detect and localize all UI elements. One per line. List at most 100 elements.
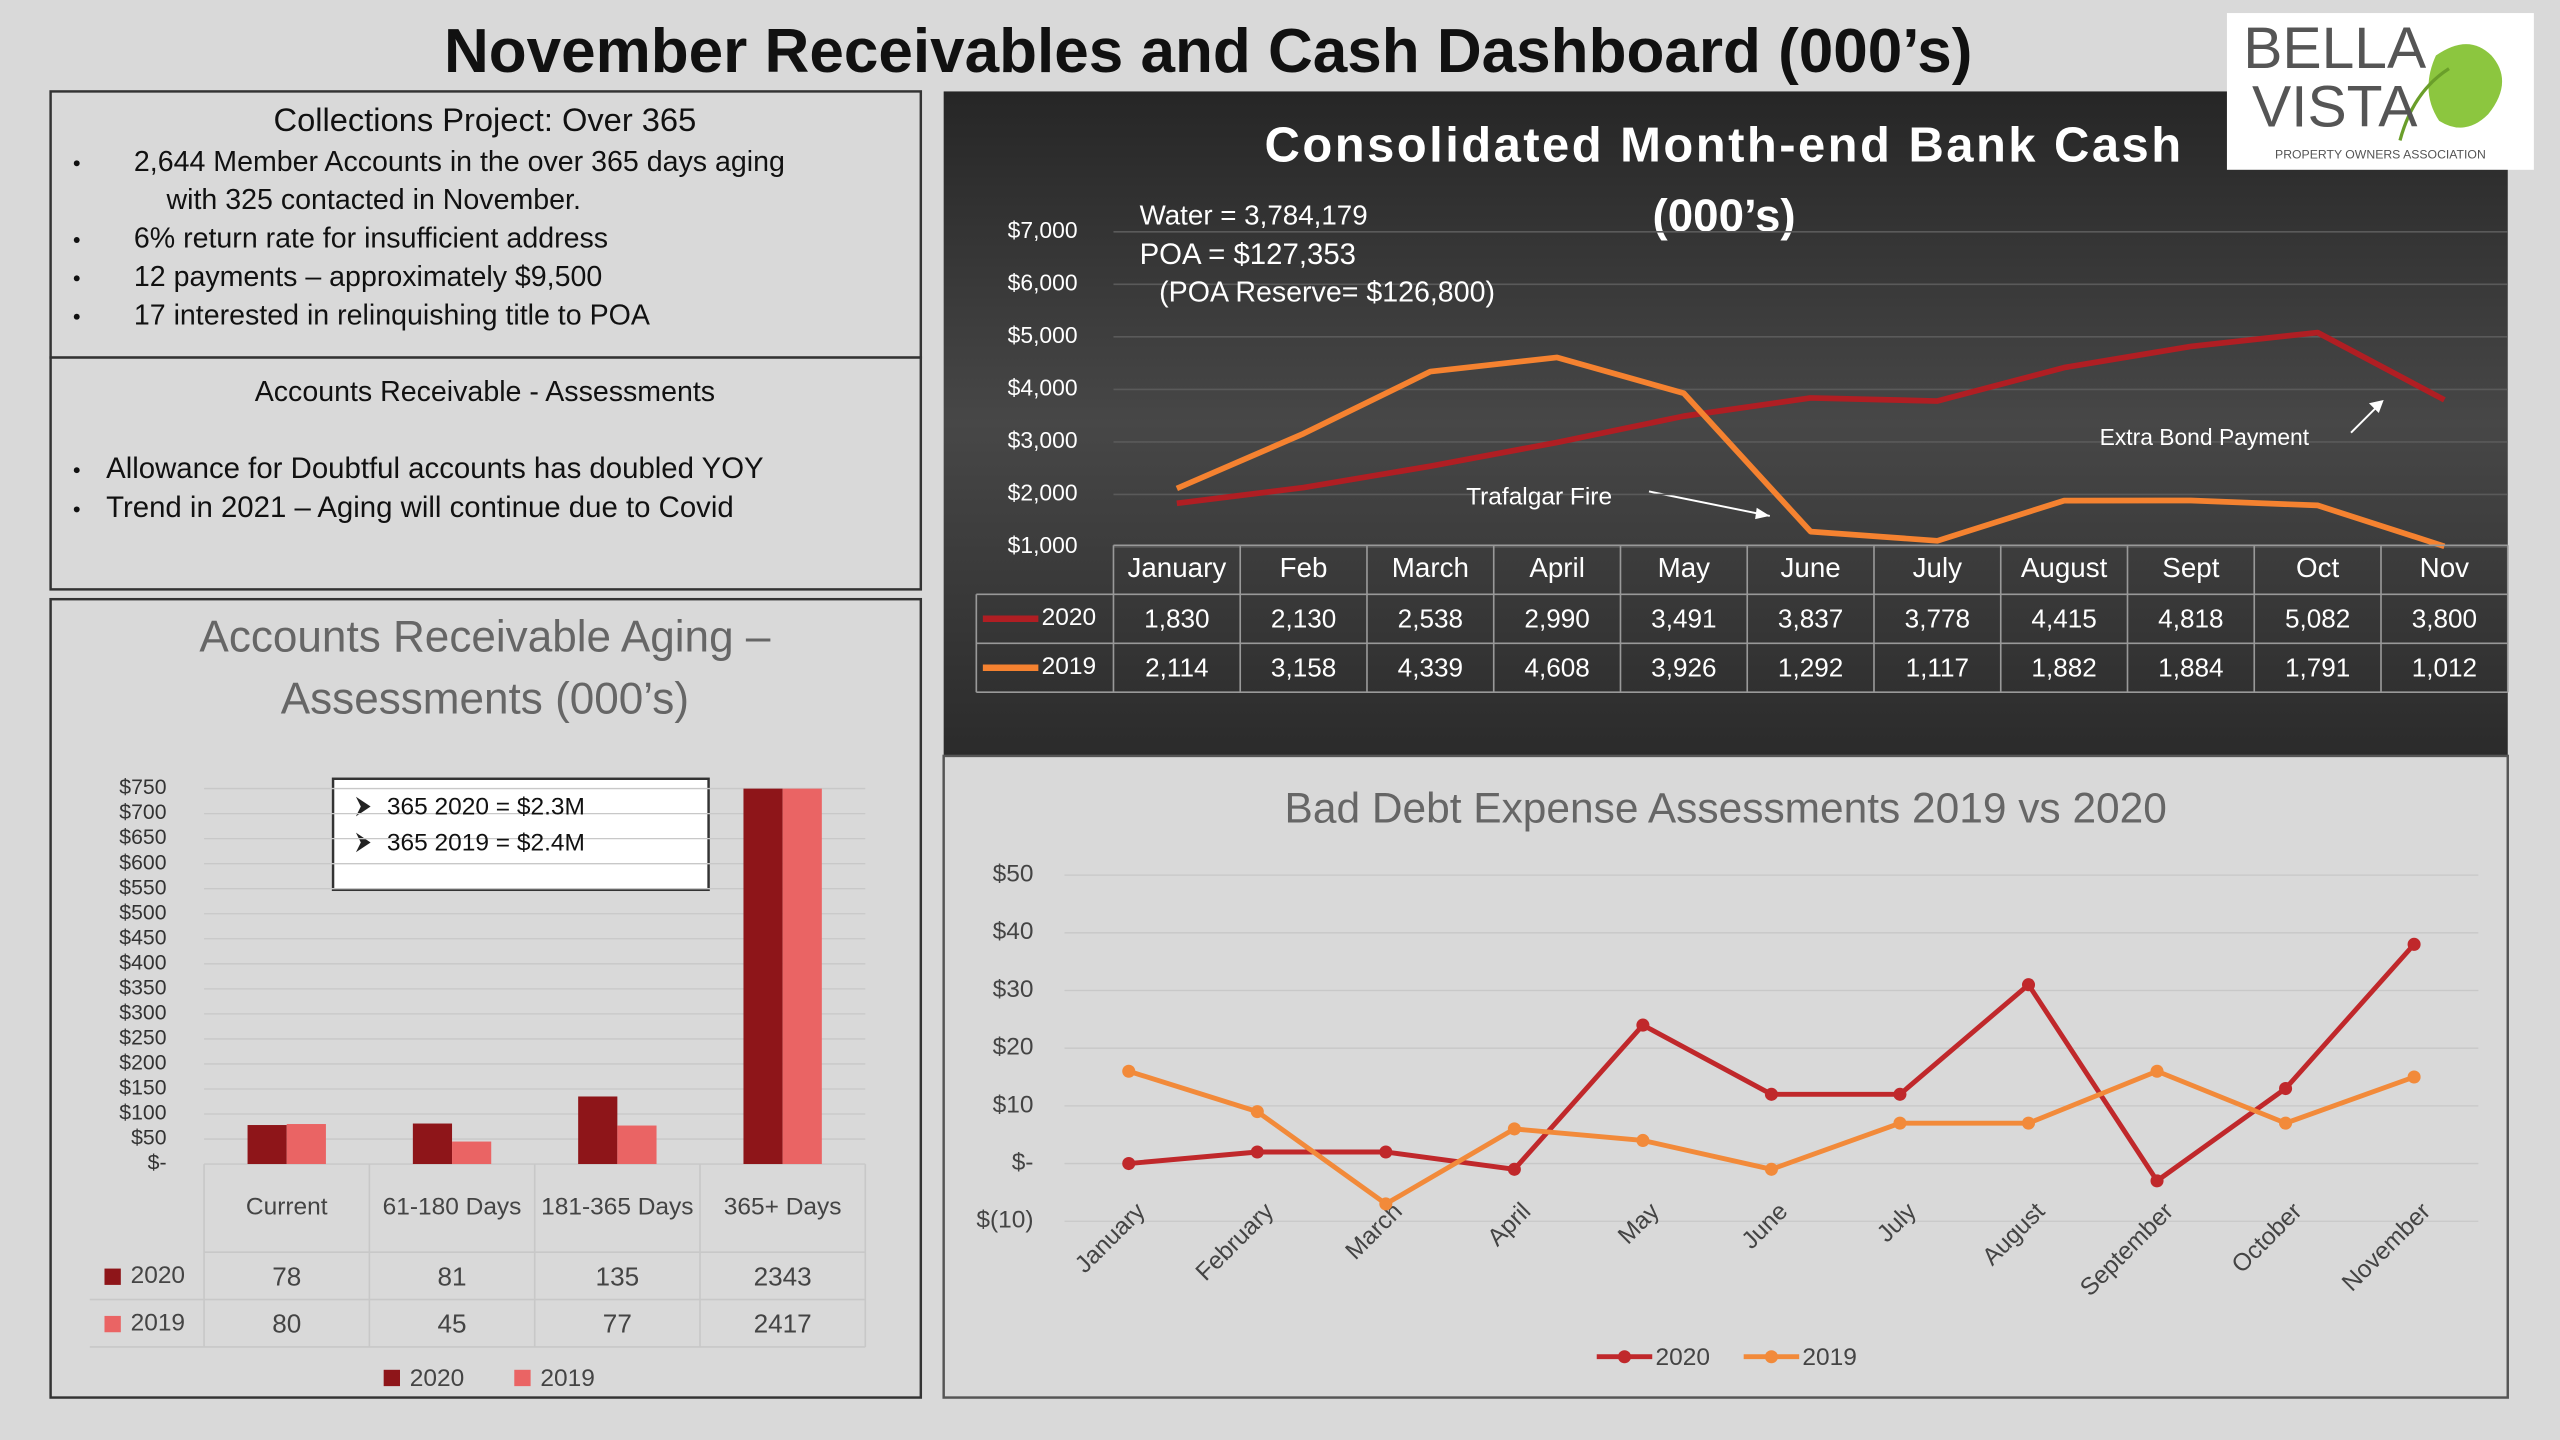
table-value: 3,491 xyxy=(1651,603,1716,633)
point xyxy=(1379,1145,1393,1159)
point xyxy=(2407,1070,2421,1084)
bullet-arrow xyxy=(355,832,371,853)
table-value: 4,415 xyxy=(2031,603,2096,633)
arrow-head xyxy=(1755,507,1770,520)
bullet xyxy=(73,275,80,282)
annotation: POA = $127,353 xyxy=(1140,238,1356,271)
bullet-text: 6% return rate for insufficient address xyxy=(134,223,608,255)
bar xyxy=(617,1125,657,1165)
logo-leaf xyxy=(2428,44,2503,128)
collections-panel xyxy=(49,90,923,359)
bar xyxy=(286,1124,326,1165)
point xyxy=(1636,1133,1650,1147)
table-value: 5,082 xyxy=(2285,603,2350,633)
point xyxy=(1764,1162,1778,1176)
x-tick-label: 181-365 Days xyxy=(541,1194,693,1221)
x-tick-label: Oct xyxy=(2296,552,2339,583)
y-tick-label: $20 xyxy=(993,1034,1034,1061)
table-value: 1,884 xyxy=(2158,652,2223,682)
x-tick-label: August xyxy=(2021,552,2108,583)
y-tick-label: $50 xyxy=(993,861,1034,888)
point xyxy=(1764,1087,1778,1101)
bullet xyxy=(73,467,80,474)
bullet-arrow xyxy=(355,796,371,817)
x-tick-label: March xyxy=(1392,552,1469,583)
table-value: 3,158 xyxy=(1271,652,1336,682)
x-tick-label: May xyxy=(1658,552,1711,583)
table-value: 2,114 xyxy=(1145,652,1208,682)
annotation: 365 2020 = $2.3M xyxy=(387,794,585,821)
baddebt-panel xyxy=(942,754,2509,1399)
logo-text: VISTA xyxy=(2252,75,2418,140)
y-tick-label: $30 xyxy=(993,976,1034,1003)
y-tick-label: $700 xyxy=(119,801,166,824)
page-title: November Receivables and Cash Dashboard … xyxy=(444,17,1972,86)
point xyxy=(1250,1145,1264,1159)
legend-label: 2020 xyxy=(1042,604,1096,631)
y-tick-label: $450 xyxy=(119,926,166,949)
y-tick-label: $6,000 xyxy=(1008,269,1078,295)
legend-label: 2019 xyxy=(1802,1344,1856,1371)
y-tick-label: $40 xyxy=(993,918,1034,945)
point xyxy=(1893,1116,1907,1130)
y-tick-label: $550 xyxy=(119,876,166,899)
point xyxy=(1122,1064,1136,1078)
y-tick-label: $- xyxy=(1012,1149,1034,1176)
receivables-panel xyxy=(49,356,923,591)
y-tick-label: $650 xyxy=(119,826,166,849)
annotation: Water = 3,784,179 xyxy=(1140,199,1368,230)
y-tick-label: $200 xyxy=(119,1052,166,1075)
point xyxy=(1250,1105,1264,1119)
panel-title: Collections Project: Over 365 xyxy=(274,101,697,138)
table-value: 2343 xyxy=(754,1261,812,1291)
annotation: (POA Reserve= $126,800) xyxy=(1159,276,1495,308)
table-value: 4,818 xyxy=(2158,603,2223,633)
table-value: 45 xyxy=(438,1309,467,1339)
bullet-text: 2,644 Member Accounts in the over 365 da… xyxy=(134,146,785,178)
table-value: 77 xyxy=(603,1309,632,1339)
x-tick-label: Feb xyxy=(1280,552,1328,583)
y-tick-label: $600 xyxy=(119,851,166,874)
y-tick-label: $7,000 xyxy=(1008,217,1078,243)
bullet-text: 12 payments – approximately $9,500 xyxy=(134,261,602,293)
annotation: Extra Bond Payment xyxy=(2100,424,2310,450)
x-tick-label: Nov xyxy=(2420,552,2469,583)
y-tick-label: $250 xyxy=(119,1027,166,1050)
series-line xyxy=(1175,354,2446,550)
bullet xyxy=(73,506,80,513)
y-tick-label: $50 xyxy=(131,1127,166,1150)
chart-title: Consolidated Month-end Bank Cash xyxy=(1265,119,2184,173)
table-value: 81 xyxy=(438,1261,467,1291)
table-value: 1,882 xyxy=(2031,652,2096,682)
x-tick-label: Sept xyxy=(2162,552,2219,583)
x-tick-label: April xyxy=(1529,552,1585,583)
point xyxy=(1379,1197,1393,1211)
y-tick-label: $10 xyxy=(993,1091,1034,1118)
table-value: 1,292 xyxy=(1778,652,1843,682)
y-tick-label: $5,000 xyxy=(1008,322,1078,348)
y-tick-label: $(10) xyxy=(976,1207,1033,1234)
x-tick-label: June xyxy=(1781,552,1841,583)
table-value: 2,538 xyxy=(1398,603,1463,633)
bar xyxy=(782,788,822,1165)
legend-swatch xyxy=(514,1369,531,1387)
logo-tagline: PROPERTY OWNERS ASSOCIATION xyxy=(2275,147,2486,161)
legend-label: 2020 xyxy=(1656,1344,1710,1371)
table-value: 2417 xyxy=(754,1309,812,1339)
table-value: 4,608 xyxy=(1524,652,1589,682)
y-tick-label: $- xyxy=(148,1152,167,1175)
bank-panel xyxy=(943,91,2508,756)
y-tick-label: $150 xyxy=(119,1077,166,1100)
point xyxy=(2150,1174,2164,1188)
series-line xyxy=(1176,329,2446,507)
table-value: 3,778 xyxy=(1905,603,1970,633)
table-value: 1,012 xyxy=(2412,652,2477,682)
y-tick-label: $350 xyxy=(119,976,166,999)
arrow-head xyxy=(2368,400,2384,414)
x-tick-label: July xyxy=(1913,552,1962,583)
logo-stem xyxy=(2398,67,2450,141)
legend-swatch xyxy=(104,1268,121,1285)
x-tick-label: Current xyxy=(246,1194,328,1221)
point xyxy=(2150,1064,2164,1078)
